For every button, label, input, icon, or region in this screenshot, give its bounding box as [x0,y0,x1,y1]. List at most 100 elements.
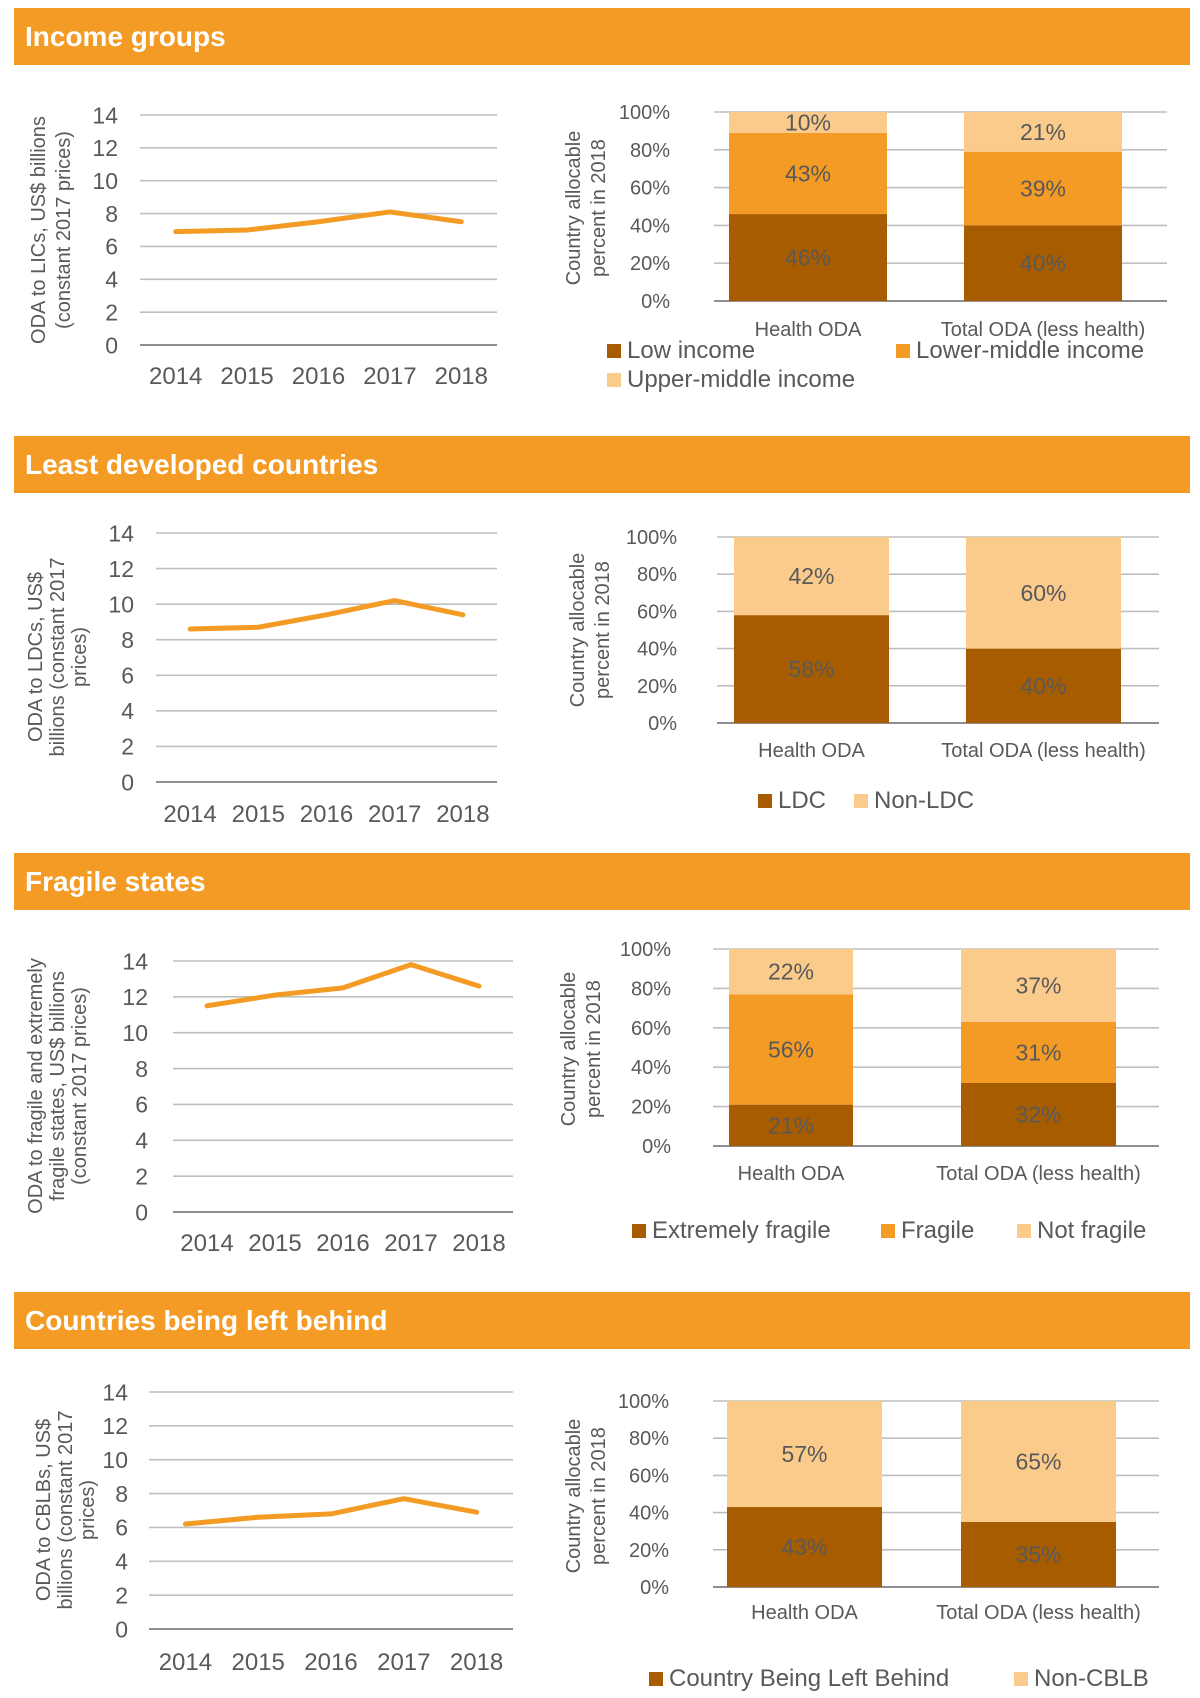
y-tick-label: 100% [620,939,671,961]
section-title: Countries being left behind [25,1305,388,1336]
y-tick-label: 8 [105,201,118,227]
y-tick-label: 12 [102,1413,128,1439]
y-tick-label: 12 [122,984,148,1010]
section-banner: Fragile states [14,853,1190,910]
x-tick-label: 2016 [304,1649,357,1676]
legend-swatch [649,1672,663,1686]
y-tick-label: 4 [121,698,134,724]
y-tick-label: 100% [618,1391,669,1413]
y-axis-label: billions (constant 2017 [55,1410,77,1609]
y-tick-label: 40% [629,1503,669,1525]
x-tick-label: 2015 [220,363,273,390]
y-axis-label: percent in 2018 [588,1427,610,1565]
legend-swatch [1017,1224,1031,1238]
y-tick-label: 80% [637,564,677,586]
y-tick-label: 60% [629,1465,669,1487]
legend-swatch [607,373,621,387]
y-tick-label: 10 [108,591,134,617]
y-tick-label: 0 [105,332,118,358]
x-tick-label: 2016 [300,801,353,828]
y-tick-label: 14 [122,948,148,974]
data-label: 60% [1020,580,1066,606]
x-tick-label: 2014 [163,801,216,828]
y-tick-label: 40% [631,1057,671,1079]
data-label: 46% [785,245,831,271]
bar-segment [964,112,1122,152]
y-tick-label: 80% [629,1428,669,1450]
y-axis-label: percent in 2018 [583,980,605,1118]
y-tick-label: 60% [637,601,677,623]
data-label: 21% [1020,119,1066,145]
section-title: Least developed countries [25,449,379,480]
y-tick-label: 40% [630,215,670,237]
section-banner: Least developed countries [14,436,1190,493]
category-label: Health ODA [758,740,865,762]
y-axis-label: prices) [69,627,91,687]
y-tick-label: 80% [631,978,671,1000]
y-axis-label: prices) [77,1480,99,1540]
y-tick-label: 14 [108,520,134,546]
legend-swatch [854,794,868,808]
category-label: Health ODA [738,1163,845,1185]
y-axis-label: ODA to fragile and extremely [25,958,47,1214]
bar-segment [961,1521,1116,1587]
legend-label: Non-LDC [874,787,974,814]
data-label: 35% [1015,1541,1061,1567]
bar-segment [729,214,887,301]
x-tick-label: 2017 [377,1649,430,1676]
data-label: 42% [788,563,834,589]
x-tick-label: 2016 [292,363,345,390]
y-tick-label: 6 [105,234,118,260]
y-tick-label: 2 [115,1582,128,1608]
data-label: 58% [788,656,834,682]
y-tick-label: 2 [121,734,134,760]
y-axis-label: Country allocable [563,1419,585,1574]
x-tick-label: 2018 [436,801,489,828]
legend-label: Country Being Left Behind [669,1665,949,1692]
y-tick-label: 60% [631,1018,671,1040]
category-label: Health ODA [751,1602,858,1624]
legend-label: Fragile [901,1217,974,1244]
y-tick-label: 6 [135,1092,148,1118]
bar-segment [961,1082,1116,1146]
legend-swatch [881,1224,895,1238]
x-tick-label: 2017 [384,1230,437,1257]
y-tick-label: 6 [115,1515,128,1541]
y-axis-label: billions (constant 2017 [47,557,69,756]
legend-swatch [896,344,910,358]
y-tick-label: 10 [122,1020,148,1046]
bar-segment [961,1021,1116,1083]
data-label: 57% [781,1441,827,1467]
y-axis-label: Country allocable [563,131,585,286]
y-tick-label: 10 [92,168,118,194]
y-tick-label: 0 [135,1199,148,1225]
bar-segment [727,1401,882,1508]
y-tick-label: 0% [641,291,670,313]
bar-segment [734,537,889,616]
x-tick-label: 2016 [316,1230,369,1257]
y-tick-label: 40% [637,639,677,661]
data-label: 43% [785,160,831,186]
y-tick-label: 0 [121,769,134,795]
bar-segment [961,949,1116,1022]
y-axis-label: ODA to LICs, US$ billions [28,116,50,344]
y-tick-label: 8 [115,1481,128,1507]
bar-segment [729,994,853,1105]
y-tick-label: 20% [629,1540,669,1562]
y-tick-label: 14 [92,102,118,128]
data-label: 31% [1015,1039,1061,1065]
data-label: 37% [1015,972,1061,998]
data-label: 39% [1020,176,1066,202]
legend-label: Upper-middle income [627,366,855,393]
x-tick-label: 2014 [149,363,202,390]
data-label: 65% [1015,1448,1061,1474]
data-label: 21% [768,1112,814,1138]
bar-segment [729,1104,853,1146]
y-tick-label: 12 [92,135,118,161]
x-tick-label: 2017 [363,363,416,390]
section-banner: Income groups [14,8,1190,65]
bar-segment [961,1401,1116,1522]
y-axis-label: percent in 2018 [588,139,610,277]
